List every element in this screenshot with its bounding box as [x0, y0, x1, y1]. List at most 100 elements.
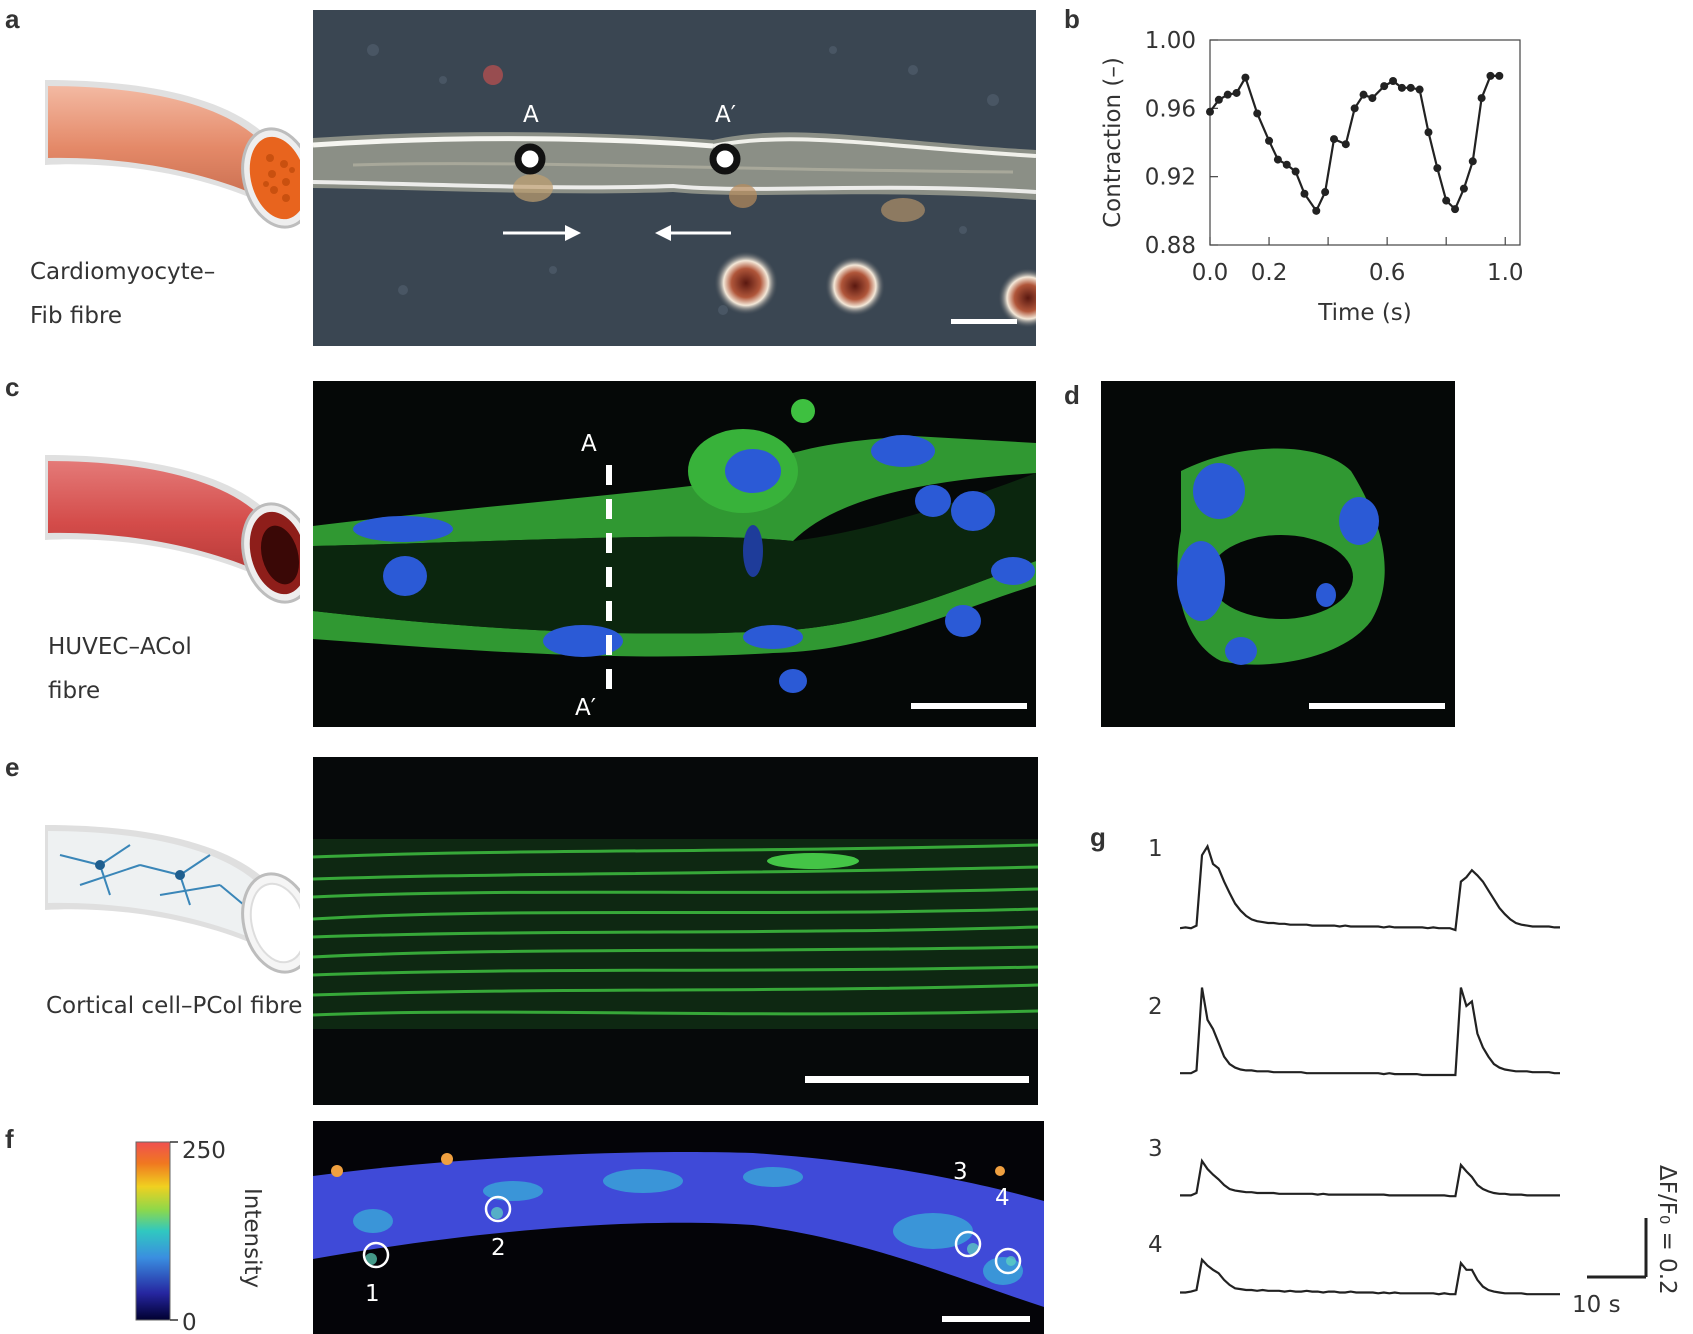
y-axis-label: Contraction (–): [1100, 57, 1126, 228]
cortical-fibre-illustration: [45, 825, 300, 974]
trace-label-2: 2: [1148, 994, 1163, 1020]
chart-frame: [1209, 39, 1521, 246]
panel-label-a: a: [5, 4, 20, 34]
caption-c-line1: HUVEC–ACol: [48, 634, 192, 660]
data-point: [1291, 167, 1300, 176]
data-point: [1442, 196, 1451, 205]
data-point: [1459, 184, 1468, 193]
calcium-imaging-image: 1 2 3 4: [313, 1121, 1044, 1334]
x-tick-label: 0.2: [1251, 260, 1288, 286]
huvec-fibre-illustration: [45, 455, 300, 604]
data-point: [1486, 71, 1495, 80]
caption-a-line1: Cardiomyocyte–: [30, 259, 216, 285]
scale-bar-d: [1309, 703, 1445, 709]
contraction-line: [1209, 74, 1500, 214]
data-point: [1451, 205, 1460, 214]
trace-label-1: 1: [1148, 836, 1163, 862]
roi-circle-1: [362, 1241, 390, 1269]
marker-point-a-prime: [709, 143, 741, 175]
panel-label-f: f: [5, 1124, 14, 1154]
roi-circle-2: [484, 1195, 512, 1223]
data-point: [1273, 155, 1282, 164]
fibre-phase-contrast-micrograph: A A′: [313, 10, 1036, 346]
calcium-trace-1: [1180, 843, 1560, 932]
intensity-colorbar: 250 0 Intensity: [135, 1138, 265, 1334]
data-point: [1253, 109, 1262, 118]
trace-label-3: 3: [1148, 1136, 1163, 1162]
caption-a: Cardiomyocyte– Fib fibre: [30, 250, 215, 338]
data-point: [1433, 164, 1442, 173]
calcium-trace-4: [1180, 1257, 1560, 1296]
caption-c: HUVEC–ACol fibre: [48, 625, 192, 713]
data-point: [1495, 71, 1504, 80]
y-tick-label: 1.00: [1145, 28, 1196, 54]
huvec-fibre-cross-section: [1101, 381, 1455, 727]
caption-e: Cortical cell–PCol fibre: [46, 984, 302, 1028]
data-point: [1424, 128, 1433, 137]
x-tick-label: 0.0: [1192, 260, 1229, 286]
x-tick-label: 1.0: [1487, 260, 1524, 286]
scale-bar-e: [805, 1076, 1029, 1083]
data-point: [1468, 157, 1477, 166]
section-label-a-prime: A′: [575, 695, 596, 721]
data-point: [1312, 206, 1321, 215]
y-tick-label: 0.92: [1145, 165, 1196, 191]
panel-label-e: e: [5, 752, 20, 782]
calcium-traces-chart: 10 s ΔF/F₀ = 0.2: [1180, 843, 1680, 1318]
data-point: [1232, 88, 1241, 97]
calcium-trace-2: [1180, 987, 1560, 1077]
roi-label-4: 4: [995, 1185, 1010, 1211]
panel-label-d: d: [1064, 380, 1080, 410]
data-point: [1359, 90, 1368, 99]
panel-label-c: c: [5, 372, 20, 402]
y-tick-label: 0.88: [1145, 233, 1196, 259]
data-point: [1341, 140, 1350, 149]
panel-label-b: b: [1064, 4, 1080, 34]
panel-label-g: g: [1090, 822, 1106, 852]
data-point: [1389, 77, 1398, 85]
contraction-chart: 0.88 0.92 0.96 1.00 0.0 0.2 0.6 1.0 Time (s) Cont…: [1100, 28, 1524, 326]
scale-bar-time-label: 10 s: [1572, 1292, 1621, 1318]
data-point: [1321, 188, 1330, 197]
y-tick-label: 0.96: [1145, 96, 1196, 122]
scale-bar-f: [942, 1316, 1030, 1322]
caption-a-line2: Fib fibre: [30, 303, 123, 329]
cardiomyocyte-fibre-illustration: [45, 80, 300, 229]
caption-e-line1: Cortical cell–PCol fibre: [46, 993, 303, 1019]
data-point: [1214, 95, 1223, 104]
data-point: [1406, 83, 1415, 92]
colorbar-title: Intensity: [239, 1188, 265, 1288]
data-point: [1282, 160, 1291, 169]
data-point: [1380, 82, 1389, 91]
marker-label-a: A: [523, 102, 539, 128]
marker-point-a: [514, 143, 546, 175]
data-point: [1206, 107, 1214, 116]
data-point: [1300, 189, 1309, 198]
trace-label-4: 4: [1148, 1232, 1163, 1258]
roi-label-1: 1: [365, 1281, 380, 1307]
data-point: [1477, 94, 1486, 103]
huvec-fibre-confocal-image: A A′: [313, 381, 1036, 727]
roi-label-3: 3: [953, 1159, 968, 1185]
scale-bar-amp-label: ΔF/F₀ = 0.2: [1654, 1165, 1680, 1295]
data-point: [1330, 135, 1338, 144]
scale-bar-a: [951, 319, 1017, 324]
section-label-a: A: [581, 431, 597, 457]
marker-label-a-prime: A′: [715, 102, 736, 128]
colorbar-min-label: 0: [182, 1310, 197, 1334]
data-point: [1368, 94, 1377, 103]
calcium-trace-3: [1180, 1158, 1560, 1198]
colorbar-max-label: 250: [182, 1138, 226, 1164]
roi-circle-3: [954, 1230, 982, 1258]
data-point: [1223, 90, 1232, 99]
x-tick-label: 0.6: [1369, 260, 1406, 286]
data-point: [1350, 104, 1359, 113]
data-point: [1415, 85, 1424, 94]
x-axis-label: Time (s): [1317, 300, 1412, 326]
roi-circle-4: [994, 1247, 1022, 1275]
data-point: [1241, 73, 1250, 82]
data-point: [1397, 83, 1406, 92]
data-point: [1265, 136, 1274, 145]
roi-label-2: 2: [491, 1235, 506, 1261]
scale-bar-c: [911, 703, 1027, 709]
